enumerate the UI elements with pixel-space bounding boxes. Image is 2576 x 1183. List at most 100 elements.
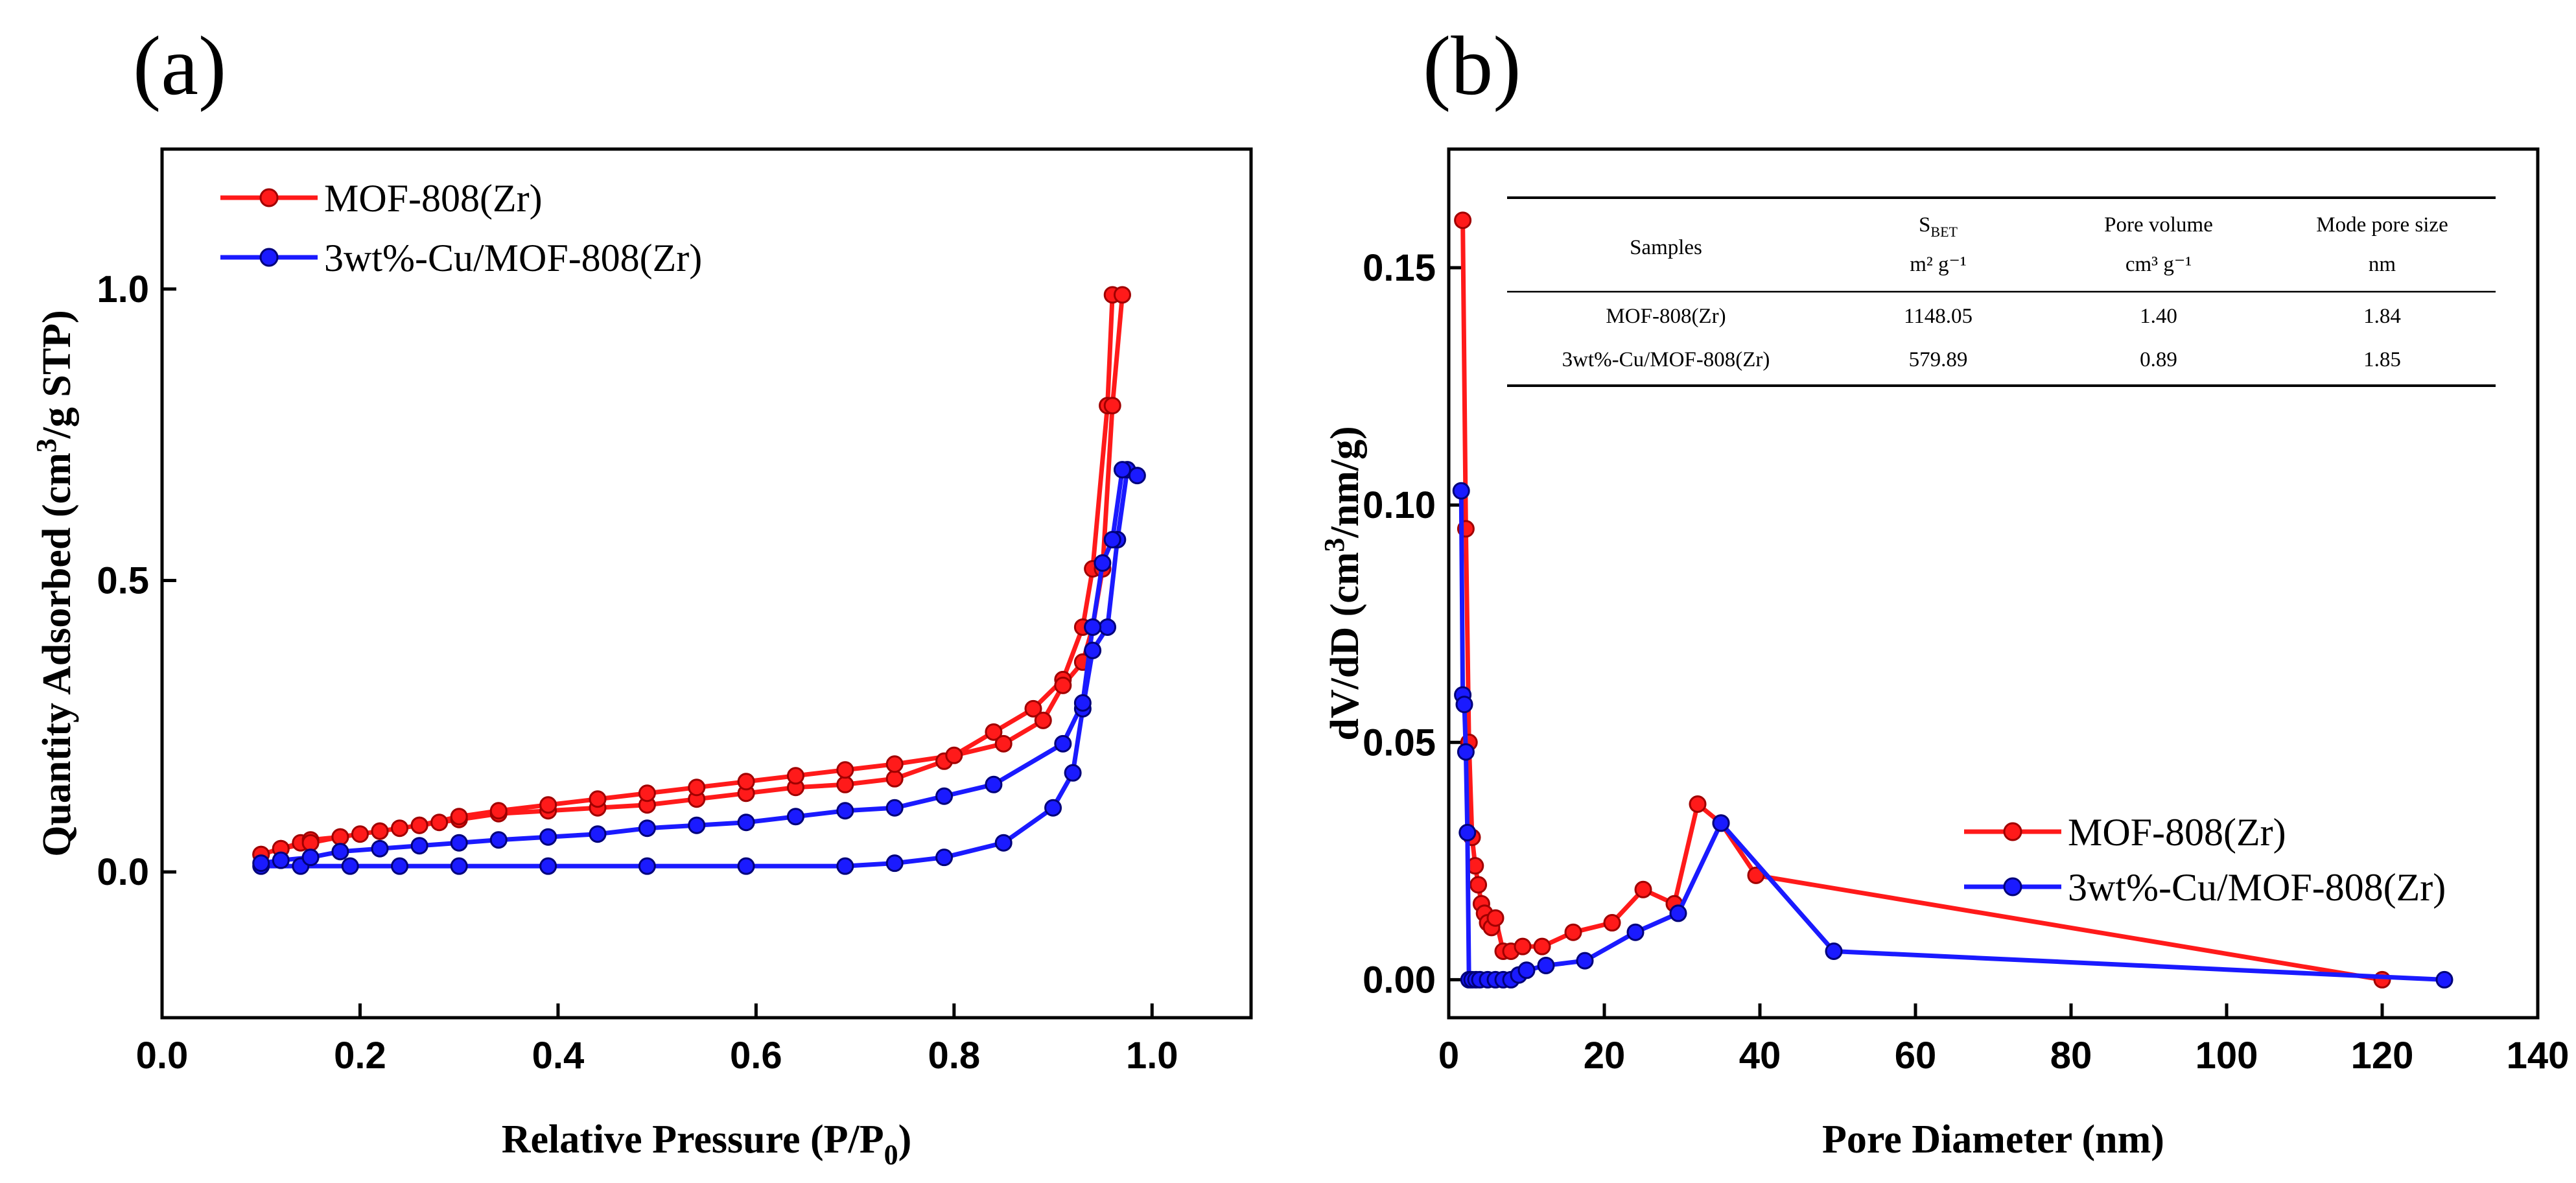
data-point-a-cu [371,839,389,858]
data-point-a-mof [885,769,904,788]
data-point-a-mof [430,814,449,832]
x-tick-label-b: 60 [1895,1035,1937,1077]
data-point-a-mof [688,779,706,797]
table-cell-sample: MOF-808(Zr) [1606,305,1726,328]
y-tick-label-a: 0.5 [97,560,149,602]
chart-b-series [1452,211,2453,989]
data-point-a-cu [737,857,755,875]
data-point-b-cu [1457,743,1475,761]
data-point-a-cu [885,799,904,817]
data-point-a-mof [786,767,804,785]
data-point-a-cu [272,851,290,869]
data-point-a-cu [539,857,557,875]
data-point-a-mof [539,796,557,814]
chart-a: 0.0 0.2 0.4 0.6 0.8 1.0 0.0 0.5 1.0 Relative Pre… [30,147,1253,1171]
data-point-a-cu [935,849,954,867]
data-point-a-mof [945,746,963,764]
table-header-sbet-unit: m² g⁻¹ [1910,253,1967,276]
data-point-a-cu [836,857,854,875]
x-tick-label-b: 120 [2351,1035,2414,1077]
legend-b-mof-label: MOF-808(Zr) [2068,811,2286,854]
data-point-b-cu [1712,814,1730,832]
table-header-pore-volume-unit: cm³ g⁻¹ [2125,253,2192,276]
data-point-a-cu [638,857,656,875]
table-cell-pore-volume: 0.89 [2140,348,2177,371]
chart-a-xlabel: Relative Pressure (P/P0) [502,1118,912,1171]
data-point-a-mof [836,775,854,793]
data-point-a-mof [371,822,389,840]
data-point-a-mof [391,819,409,837]
data-point-a-mof [638,784,656,802]
table-header-sbet: SBET [1919,213,1958,240]
chart-b-xlabel: Pore Diameter (nm) [1822,1118,2164,1162]
data-point-a-mof [1103,397,1121,415]
series-line-a-mof [260,292,1125,857]
legend-a-cu-label: 3wt%-Cu/MOF-808(Zr) [324,237,702,279]
chart-b: 0 20 40 60 80 100 120 140 0.00 0.05 0.10 0.15 Pore … [1318,147,2569,1162]
data-point-b-cu [1825,942,1843,960]
table-cell-sbet: 579.89 [1909,348,1968,371]
chart-a-legend: MOF-808(Zr) 3wt%-Cu/MOF-808(Zr) [220,177,702,279]
data-point-a-cu [836,802,854,820]
y-tick-label-a: 0.0 [97,851,149,893]
table-cell-sbet: 1148.05 [1904,305,1973,328]
legend-a-mof-label: MOF-808(Zr) [324,177,543,220]
data-point-a-cu [450,857,468,875]
x-tick-label-b: 40 [1739,1035,1781,1077]
panel-b-label: (b) [1423,19,1521,113]
x-tick-label-a: 0.4 [532,1035,585,1077]
data-point-b-cu [1452,482,1470,500]
table-cell-pore-volume: 1.40 [2140,305,2177,328]
data-point-b-cu [1669,904,1687,922]
data-point-a-cu [1054,734,1072,753]
data-point-a-cu [1044,799,1062,817]
table-cell-mode-pore-size: 1.85 [2363,348,2401,371]
x-tick-label-a: 0.8 [928,1035,980,1077]
y-tick-label-a: 1.0 [97,268,149,310]
data-point-a-cu [1073,694,1092,712]
data-point-a-mof [985,723,1003,741]
data-point-b-mof [1634,880,1652,898]
table-header-mode-pore-size: Mode pore size [2316,213,2448,237]
data-point-a-mof [1054,676,1072,694]
data-point-a-cu [391,857,409,875]
data-point-b-cu [1576,952,1594,970]
x-tick-label-a: 0.0 [136,1035,189,1077]
data-point-b-cu [1537,956,1555,974]
data-point-b-mof [1603,914,1621,932]
table-cell-mode-pore-size: 1.84 [2363,305,2401,328]
data-point-a-cu [1103,531,1121,549]
data-point-a-mof [1113,286,1131,304]
x-tick-label-a: 1.0 [1126,1035,1178,1077]
data-point-a-cu [1099,618,1117,636]
data-point-a-mof [994,734,1013,753]
data-point-b-mof [1689,795,1707,813]
data-point-a-cu [1094,554,1112,572]
data-point-a-cu [301,849,320,867]
data-point-b-mof [1747,866,1765,884]
data-point-a-mof [450,808,468,826]
x-tick-label-a: 0.2 [334,1035,386,1077]
x-tick-label-a: 0.6 [730,1035,782,1077]
data-point-a-cu [786,808,804,826]
table-header-mode-pore-size-unit: nm [2369,253,2396,276]
data-point-a-mof [589,790,607,808]
chart-b-ticks: 0 20 40 60 80 100 120 140 0.00 0.05 0.10 0.15 [1363,247,2569,1077]
data-point-a-mof [885,755,904,773]
data-point-a-cu [994,834,1013,852]
data-point-b-mof [2373,970,2391,989]
chart-a-series [252,286,1146,875]
x-tick-label-b: 100 [2195,1035,2258,1077]
data-point-a-mof [331,828,349,846]
data-point-a-cu [885,854,904,873]
legend-b-mof-marker [2003,822,2022,841]
chart-a-ticks: 0.0 0.2 0.4 0.6 0.8 1.0 0.0 0.5 1.0 [97,268,1178,1077]
data-point-a-cu [589,825,607,843]
data-point-a-cu [688,816,706,834]
data-point-a-cu [1064,764,1082,782]
data-point-a-mof [351,825,369,843]
chart-a-frame [160,147,1253,1020]
data-point-a-cu [985,775,1003,793]
data-point-b-cu [1626,923,1645,941]
panel-a-label: (a) [133,19,226,113]
